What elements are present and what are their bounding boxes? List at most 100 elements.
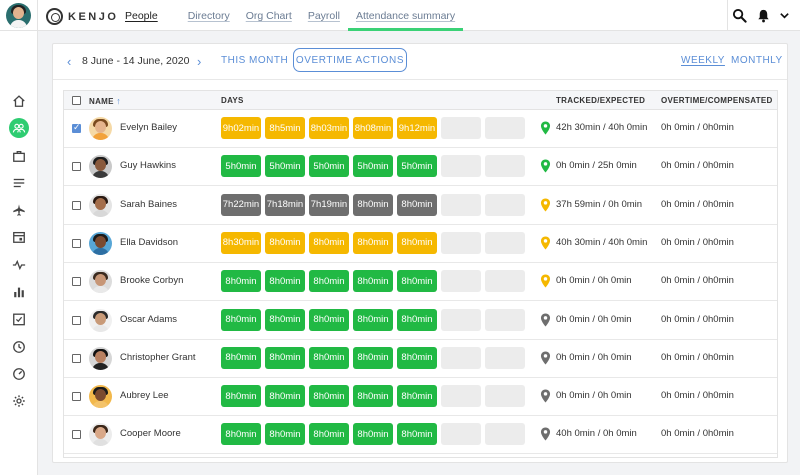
day-hours-chip[interactable]: 8h0min [397, 308, 437, 331]
day-cell-empty[interactable] [485, 423, 525, 446]
notification-bell-icon[interactable] [756, 8, 771, 23]
pulse-icon[interactable] [11, 257, 27, 273]
day-hours-chip[interactable]: 5h0min [265, 155, 305, 178]
kenjo-logo[interactable]: KENJO [46, 8, 118, 25]
table-row[interactable]: Oscar Adams 8h0min 8h0min 8h0min 8h0min 8h0mi… [64, 302, 777, 340]
employee-avatar[interactable] [89, 270, 112, 294]
day-hours-chip[interactable]: 8h0min [309, 423, 349, 446]
employee-avatar[interactable] [89, 155, 112, 179]
day-cell-empty[interactable] [441, 308, 481, 331]
calendar-icon[interactable] [11, 229, 27, 245]
row-checkbox[interactable] [72, 392, 81, 402]
day-hours-chip[interactable]: 7h19min [309, 193, 349, 216]
day-cell-empty[interactable] [485, 155, 525, 178]
dashboard-icon[interactable] [11, 366, 27, 382]
day-hours-chip[interactable]: 8h0min [397, 346, 437, 369]
employee-name[interactable]: Oscar Adams [120, 313, 178, 325]
table-row[interactable]: Ella Davidson 8h30min 8h0min 8h0min 8h0min 8h… [64, 225, 777, 263]
plane-icon[interactable] [11, 202, 27, 218]
day-hours-chip[interactable]: 8h0min [265, 231, 305, 254]
day-hours-chip[interactable]: 8h0min [397, 270, 437, 293]
day-hours-chip[interactable]: 8h0min [309, 231, 349, 254]
day-cell-empty[interactable] [485, 346, 525, 369]
day-hours-chip[interactable]: 8h0min [221, 423, 261, 446]
table-row[interactable]: Brooke Corbyn 8h0min 8h0min 8h0min 8h0min 8h0… [64, 263, 777, 302]
table-row[interactable]: Aubrey Lee 8h0min 8h0min 8h0min 8h0min 8h0min… [64, 378, 777, 417]
day-hours-chip[interactable]: 8h0min [221, 346, 261, 369]
day-hours-chip[interactable]: 8h0min [309, 308, 349, 331]
employee-name[interactable]: Christopher Grant [120, 351, 196, 363]
day-hours-chip[interactable]: 8h0min [397, 423, 437, 446]
row-checkbox[interactable] [72, 238, 81, 248]
nav-item-org-chart[interactable]: Org Chart [245, 10, 292, 22]
chevron-down-icon[interactable] [779, 10, 790, 21]
day-cell-empty[interactable] [441, 155, 481, 178]
day-hours-chip[interactable]: 8h0min [309, 270, 349, 293]
day-cell-empty[interactable] [441, 193, 481, 216]
list-icon[interactable] [11, 175, 27, 191]
search-icon[interactable] [732, 8, 747, 23]
employee-name[interactable]: Cooper Moore [120, 428, 181, 440]
employee-avatar[interactable] [89, 231, 112, 255]
day-hours-chip[interactable]: 8h0min [353, 270, 393, 293]
day-cell-empty[interactable] [441, 346, 481, 369]
table-row[interactable]: Sarah Baines 7h22min 7h18min 7h19min 8h0min 8… [64, 187, 777, 225]
day-hours-chip[interactable]: 8h0min [397, 385, 437, 408]
employee-avatar[interactable] [89, 346, 112, 370]
day-hours-chip[interactable]: 8h0min [353, 231, 393, 254]
day-hours-chip[interactable]: 8h0min [265, 308, 305, 331]
employee-name[interactable]: Ella Davidson [120, 236, 179, 248]
day-hours-chip[interactable]: 9h12min [397, 117, 437, 139]
overtime-actions-button[interactable]: OVERTIME ACTIONS [293, 48, 407, 72]
day-cell-empty[interactable] [485, 385, 525, 408]
day-cell-empty[interactable] [441, 423, 481, 446]
day-hours-chip[interactable]: 7h18min [265, 193, 305, 216]
day-cell-empty[interactable] [485, 193, 525, 216]
name-column-header[interactable]: NAME ↑ [89, 96, 122, 106]
day-hours-chip[interactable]: 7h22min [221, 193, 261, 216]
day-hours-chip[interactable]: 8h5min [265, 117, 305, 139]
employee-avatar[interactable] [89, 308, 112, 332]
select-all-checkbox[interactable] [72, 96, 81, 105]
weekly-tab[interactable]: WEEKLY [681, 55, 725, 66]
day-hours-chip[interactable]: 8h0min [353, 385, 393, 408]
user-avatar[interactable] [6, 3, 31, 28]
day-cell-empty[interactable] [441, 270, 481, 293]
day-cell-empty[interactable] [485, 117, 525, 139]
employee-name[interactable]: Aubrey Lee [120, 390, 169, 402]
employee-avatar[interactable] [89, 385, 112, 409]
day-hours-chip[interactable]: 5h0min [353, 155, 393, 178]
nav-item-payroll[interactable]: Payroll [307, 10, 340, 22]
day-hours-chip[interactable]: 8h0min [221, 308, 261, 331]
day-hours-chip[interactable]: 8h0min [309, 385, 349, 408]
bar-chart-icon[interactable] [11, 284, 27, 300]
employee-name[interactable]: Brooke Corbyn [120, 275, 184, 287]
day-hours-chip[interactable]: 8h0min [353, 308, 393, 331]
row-checkbox[interactable] [72, 200, 81, 210]
day-hours-chip[interactable]: 9h02min [221, 117, 261, 139]
day-hours-chip[interactable]: 8h0min [221, 270, 261, 293]
table-row[interactable]: Christopher Grant 8h0min 8h0min 8h0min 8h0mi… [64, 340, 777, 378]
briefcase-icon[interactable] [11, 148, 27, 164]
people-icon[interactable] [9, 118, 29, 138]
day-hours-chip[interactable]: 8h0min [265, 423, 305, 446]
table-row[interactable]: Evelyn Bailey 9h02min8h5min8h03min8h08min… [64, 110, 777, 148]
employee-name[interactable]: Guy Hawkins [120, 160, 176, 172]
day-hours-chip[interactable]: 8h0min [265, 270, 305, 293]
this-month-button[interactable]: THIS MONTH [221, 55, 289, 66]
day-hours-chip[interactable]: 8h0min [353, 193, 393, 216]
row-checkbox[interactable] [72, 353, 81, 363]
day-hours-chip[interactable]: 8h0min [397, 231, 437, 254]
day-hours-chip[interactable]: 8h03min [309, 117, 349, 139]
previous-week-button[interactable]: ‹ [67, 54, 72, 69]
table-row[interactable]: Guy Hawkins 5h0min 5h0min 5h0min 5h0min 5h0mi… [64, 148, 777, 187]
day-hours-chip[interactable]: 8h08min [353, 117, 393, 139]
employee-avatar[interactable] [89, 193, 112, 217]
day-hours-chip[interactable]: 5h0min [221, 155, 261, 178]
next-week-button[interactable]: › [197, 54, 202, 69]
employee-avatar[interactable] [89, 423, 112, 447]
row-checkbox[interactable] [72, 122, 81, 133]
home-icon[interactable] [11, 93, 27, 109]
day-hours-chip[interactable]: 8h30min [221, 231, 261, 254]
day-cell-empty[interactable] [485, 308, 525, 331]
